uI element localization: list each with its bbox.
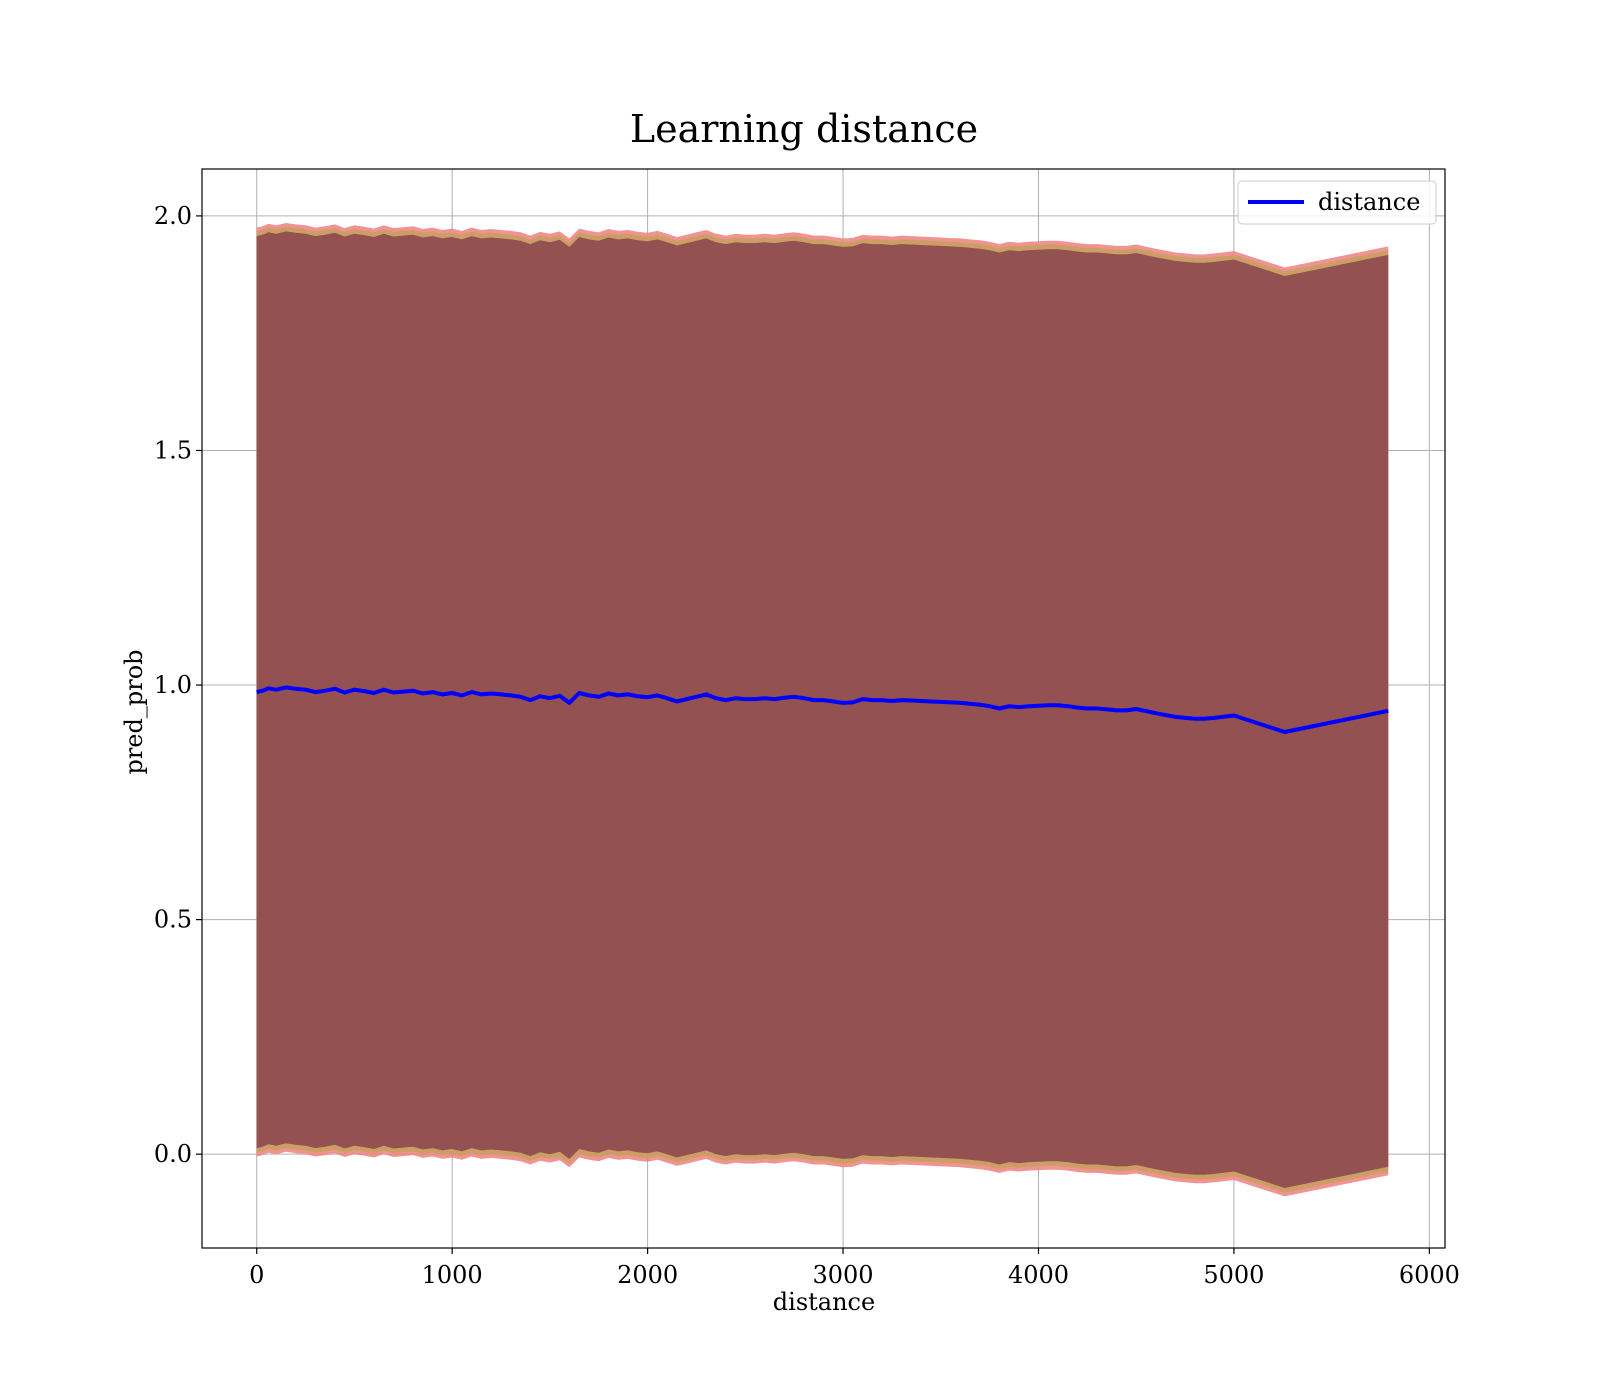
series-layer bbox=[256, 685, 1389, 734]
x-tick-label: 2000 bbox=[617, 1261, 678, 1289]
legend: distance bbox=[1237, 180, 1437, 225]
series-line-distance bbox=[256, 685, 1389, 734]
chart-title: Learning distance bbox=[630, 107, 978, 151]
legend-label: distance bbox=[1318, 188, 1420, 216]
x-tick-label: 3000 bbox=[813, 1261, 874, 1289]
y-tick-label: 0.0 bbox=[154, 1140, 192, 1168]
x-tick-label: 6000 bbox=[1399, 1261, 1460, 1289]
uncertainty-bands bbox=[256, 223, 1389, 1197]
x-tick-label: 4000 bbox=[1008, 1261, 1069, 1289]
legend-box bbox=[1237, 180, 1437, 225]
y-tick-label: 1.0 bbox=[154, 671, 192, 699]
y-tick-label: 0.5 bbox=[154, 906, 192, 934]
x-tick-label: 1000 bbox=[422, 1261, 483, 1289]
y-tick-label: 1.5 bbox=[154, 436, 192, 464]
x-axis-label: distance bbox=[773, 1288, 875, 1316]
y-tick-label: 2.0 bbox=[154, 202, 192, 230]
axes-frame bbox=[201, 168, 1446, 1249]
y-axis-ticks: 0.0 0.5 1.0 1.5 2.0 bbox=[154, 202, 202, 1168]
x-axis-ticks: 0 1000 2000 3000 4000 5000 6000 bbox=[249, 1248, 1460, 1289]
x-tick-label: 0 bbox=[249, 1261, 264, 1289]
y-axis-label: pred_prob bbox=[120, 649, 148, 774]
band-inner bbox=[256, 231, 1389, 1188]
x-tick-label: 5000 bbox=[1203, 1261, 1264, 1289]
